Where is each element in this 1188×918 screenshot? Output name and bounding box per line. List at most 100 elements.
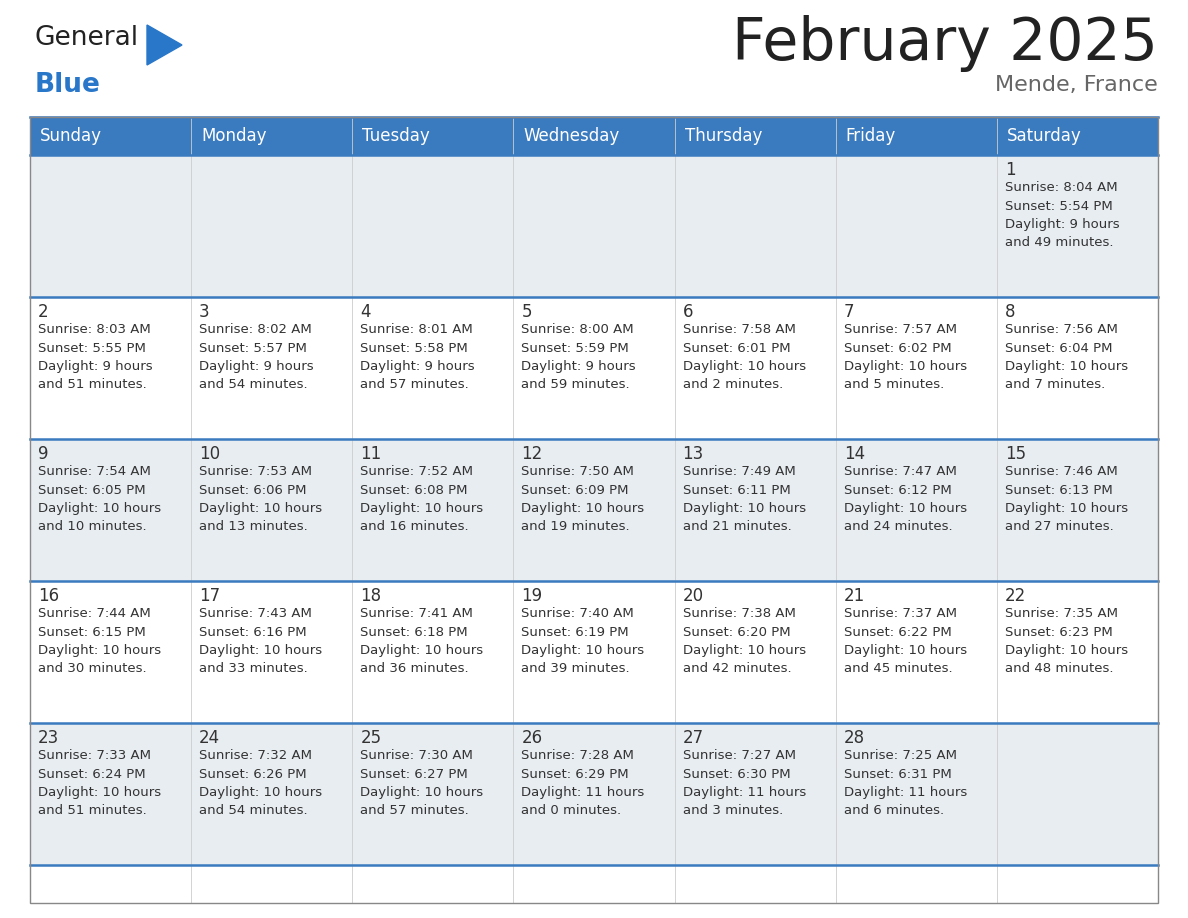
Text: Sunset: 5:54 PM: Sunset: 5:54 PM <box>1005 199 1113 212</box>
Bar <box>191 581 353 723</box>
Bar <box>30 117 1158 155</box>
Text: 13: 13 <box>683 445 703 463</box>
Text: Sunrise: 7:53 AM: Sunrise: 7:53 AM <box>200 465 312 478</box>
Text: 28: 28 <box>843 729 865 747</box>
Text: 21: 21 <box>843 587 865 605</box>
Text: Sunset: 6:13 PM: Sunset: 6:13 PM <box>1005 484 1113 497</box>
Text: Sunset: 6:09 PM: Sunset: 6:09 PM <box>522 484 628 497</box>
Bar <box>997 581 1158 723</box>
Text: 5: 5 <box>522 303 532 321</box>
Text: Daylight: 10 hours: Daylight: 10 hours <box>1005 360 1127 373</box>
Text: Daylight: 10 hours: Daylight: 10 hours <box>200 786 322 799</box>
Text: and 57 minutes.: and 57 minutes. <box>360 378 469 391</box>
Text: 18: 18 <box>360 587 381 605</box>
Text: 4: 4 <box>360 303 371 321</box>
Text: and 54 minutes.: and 54 minutes. <box>200 378 308 391</box>
Text: Daylight: 9 hours: Daylight: 9 hours <box>360 360 475 373</box>
Text: 16: 16 <box>38 587 59 605</box>
Bar <box>513 723 675 865</box>
Text: and 21 minutes.: and 21 minutes. <box>683 521 791 533</box>
Text: Sunset: 6:02 PM: Sunset: 6:02 PM <box>843 341 952 354</box>
Text: Daylight: 9 hours: Daylight: 9 hours <box>38 360 152 373</box>
Text: and 2 minutes.: and 2 minutes. <box>683 378 783 391</box>
Text: Daylight: 10 hours: Daylight: 10 hours <box>843 644 967 657</box>
Text: Sunrise: 8:00 AM: Sunrise: 8:00 AM <box>522 323 634 336</box>
Text: and 54 minutes.: and 54 minutes. <box>200 804 308 818</box>
Bar <box>191 297 353 439</box>
Text: Sunrise: 7:46 AM: Sunrise: 7:46 AM <box>1005 465 1118 478</box>
Text: and 51 minutes.: and 51 minutes. <box>38 804 147 818</box>
Text: 20: 20 <box>683 587 703 605</box>
Bar <box>353 723 513 865</box>
Text: Sunrise: 8:02 AM: Sunrise: 8:02 AM <box>200 323 312 336</box>
Text: Daylight: 9 hours: Daylight: 9 hours <box>1005 218 1119 231</box>
Text: 19: 19 <box>522 587 543 605</box>
Text: Sunset: 5:59 PM: Sunset: 5:59 PM <box>522 341 630 354</box>
Text: 7: 7 <box>843 303 854 321</box>
Text: 15: 15 <box>1005 445 1026 463</box>
Text: Sunrise: 7:25 AM: Sunrise: 7:25 AM <box>843 749 956 762</box>
Text: Sunrise: 8:04 AM: Sunrise: 8:04 AM <box>1005 181 1118 194</box>
Text: 1: 1 <box>1005 161 1016 179</box>
Text: Sunday: Sunday <box>40 127 102 145</box>
Text: 11: 11 <box>360 445 381 463</box>
Text: 2: 2 <box>38 303 49 321</box>
Text: and 10 minutes.: and 10 minutes. <box>38 521 146 533</box>
Text: Mende, France: Mende, France <box>996 75 1158 95</box>
Text: and 48 minutes.: and 48 minutes. <box>1005 663 1113 676</box>
Text: 23: 23 <box>38 729 59 747</box>
Text: 3: 3 <box>200 303 210 321</box>
Text: Sunrise: 7:35 AM: Sunrise: 7:35 AM <box>1005 607 1118 620</box>
Text: Sunset: 6:27 PM: Sunset: 6:27 PM <box>360 767 468 780</box>
Text: and 16 minutes.: and 16 minutes. <box>360 521 469 533</box>
Text: 25: 25 <box>360 729 381 747</box>
Text: Sunrise: 7:33 AM: Sunrise: 7:33 AM <box>38 749 151 762</box>
Text: Thursday: Thursday <box>684 127 762 145</box>
Text: Daylight: 10 hours: Daylight: 10 hours <box>843 502 967 515</box>
Bar <box>191 439 353 581</box>
Text: Sunrise: 7:38 AM: Sunrise: 7:38 AM <box>683 607 796 620</box>
Text: Sunset: 6:06 PM: Sunset: 6:06 PM <box>200 484 307 497</box>
Text: Daylight: 11 hours: Daylight: 11 hours <box>522 786 645 799</box>
Text: Daylight: 10 hours: Daylight: 10 hours <box>200 502 322 515</box>
Text: Daylight: 10 hours: Daylight: 10 hours <box>200 644 322 657</box>
Text: Sunrise: 7:27 AM: Sunrise: 7:27 AM <box>683 749 796 762</box>
Bar <box>675 155 835 297</box>
Text: and 45 minutes.: and 45 minutes. <box>843 663 953 676</box>
Text: Sunset: 6:22 PM: Sunset: 6:22 PM <box>843 625 952 639</box>
Text: Sunset: 5:55 PM: Sunset: 5:55 PM <box>38 341 146 354</box>
Text: 10: 10 <box>200 445 220 463</box>
Text: Sunrise: 7:47 AM: Sunrise: 7:47 AM <box>843 465 956 478</box>
Text: Blue: Blue <box>34 72 101 98</box>
Text: Sunrise: 7:50 AM: Sunrise: 7:50 AM <box>522 465 634 478</box>
Text: and 42 minutes.: and 42 minutes. <box>683 663 791 676</box>
Text: 27: 27 <box>683 729 703 747</box>
Bar <box>30 581 191 723</box>
Text: 22: 22 <box>1005 587 1026 605</box>
Text: Sunset: 6:24 PM: Sunset: 6:24 PM <box>38 767 146 780</box>
Text: 9: 9 <box>38 445 49 463</box>
Bar <box>513 581 675 723</box>
Text: Sunset: 6:31 PM: Sunset: 6:31 PM <box>843 767 952 780</box>
Text: Daylight: 10 hours: Daylight: 10 hours <box>1005 644 1127 657</box>
Bar <box>353 155 513 297</box>
Text: Sunrise: 7:52 AM: Sunrise: 7:52 AM <box>360 465 473 478</box>
Bar <box>513 155 675 297</box>
Text: and 51 minutes.: and 51 minutes. <box>38 378 147 391</box>
Text: Daylight: 10 hours: Daylight: 10 hours <box>38 786 162 799</box>
Text: and 27 minutes.: and 27 minutes. <box>1005 521 1113 533</box>
Text: Sunrise: 7:28 AM: Sunrise: 7:28 AM <box>522 749 634 762</box>
Text: and 39 minutes.: and 39 minutes. <box>522 663 630 676</box>
Text: 26: 26 <box>522 729 543 747</box>
Text: and 13 minutes.: and 13 minutes. <box>200 521 308 533</box>
Text: 17: 17 <box>200 587 220 605</box>
Text: Sunset: 6:23 PM: Sunset: 6:23 PM <box>1005 625 1113 639</box>
Text: and 6 minutes.: and 6 minutes. <box>843 804 943 818</box>
Text: Sunset: 6:11 PM: Sunset: 6:11 PM <box>683 484 790 497</box>
Text: Daylight: 9 hours: Daylight: 9 hours <box>200 360 314 373</box>
Text: Sunset: 6:20 PM: Sunset: 6:20 PM <box>683 625 790 639</box>
Bar <box>835 439 997 581</box>
Text: Daylight: 9 hours: Daylight: 9 hours <box>522 360 636 373</box>
Bar <box>675 581 835 723</box>
Bar <box>353 297 513 439</box>
